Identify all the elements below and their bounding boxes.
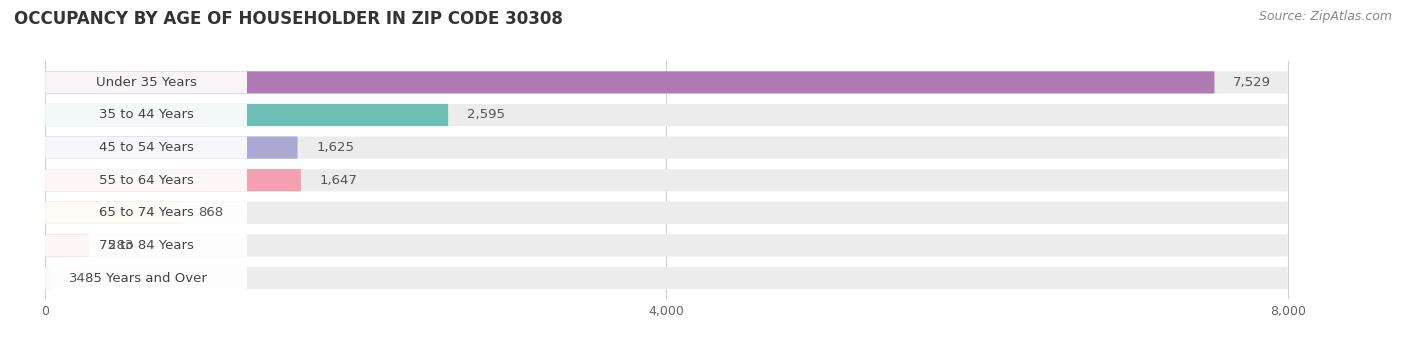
- FancyBboxPatch shape: [45, 104, 1288, 126]
- Text: Under 35 Years: Under 35 Years: [96, 76, 197, 89]
- FancyBboxPatch shape: [45, 137, 1288, 159]
- Text: OCCUPANCY BY AGE OF HOUSEHOLDER IN ZIP CODE 30308: OCCUPANCY BY AGE OF HOUSEHOLDER IN ZIP C…: [14, 10, 562, 28]
- FancyBboxPatch shape: [45, 71, 1288, 94]
- FancyBboxPatch shape: [45, 234, 247, 256]
- FancyBboxPatch shape: [45, 202, 1288, 224]
- Text: 55 to 64 Years: 55 to 64 Years: [98, 174, 194, 187]
- Text: 7,529: 7,529: [1233, 76, 1271, 89]
- Text: 75 to 84 Years: 75 to 84 Years: [98, 239, 194, 252]
- Text: 34: 34: [69, 272, 86, 285]
- Text: 1,647: 1,647: [319, 174, 357, 187]
- FancyBboxPatch shape: [45, 137, 247, 159]
- FancyBboxPatch shape: [45, 71, 1215, 94]
- FancyBboxPatch shape: [45, 104, 247, 126]
- FancyBboxPatch shape: [45, 169, 301, 191]
- FancyBboxPatch shape: [45, 234, 89, 256]
- Text: 35 to 44 Years: 35 to 44 Years: [98, 108, 194, 121]
- FancyBboxPatch shape: [45, 137, 298, 159]
- Text: 2,595: 2,595: [467, 108, 505, 121]
- Text: 283: 283: [108, 239, 134, 252]
- FancyBboxPatch shape: [45, 71, 247, 94]
- FancyBboxPatch shape: [45, 104, 449, 126]
- FancyBboxPatch shape: [45, 267, 247, 289]
- FancyBboxPatch shape: [45, 202, 247, 224]
- Text: 85 Years and Over: 85 Years and Over: [86, 272, 207, 285]
- Text: 868: 868: [198, 206, 224, 219]
- FancyBboxPatch shape: [45, 267, 1288, 289]
- Text: Source: ZipAtlas.com: Source: ZipAtlas.com: [1258, 10, 1392, 23]
- FancyBboxPatch shape: [45, 267, 51, 289]
- FancyBboxPatch shape: [45, 234, 1288, 256]
- Text: 65 to 74 Years: 65 to 74 Years: [98, 206, 194, 219]
- FancyBboxPatch shape: [45, 202, 180, 224]
- FancyBboxPatch shape: [45, 169, 247, 191]
- Text: 45 to 54 Years: 45 to 54 Years: [98, 141, 194, 154]
- FancyBboxPatch shape: [45, 169, 1288, 191]
- Text: 1,625: 1,625: [316, 141, 354, 154]
